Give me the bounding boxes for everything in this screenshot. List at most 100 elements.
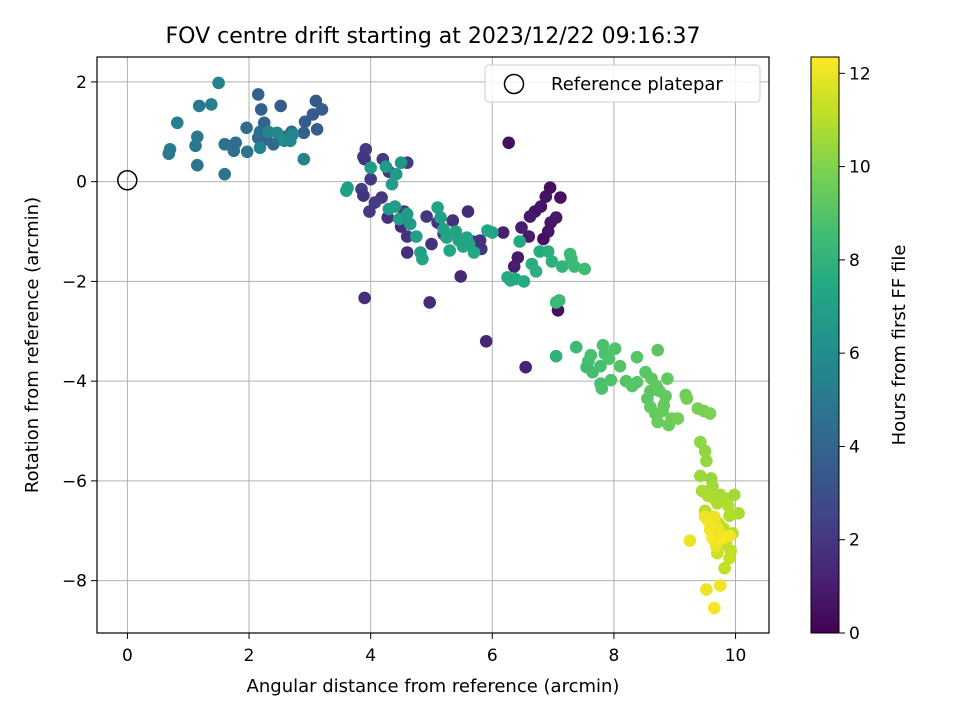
data-point — [341, 181, 354, 194]
data-point — [254, 103, 268, 116]
data-point — [718, 561, 731, 575]
data-point — [368, 196, 382, 209]
data-point — [613, 359, 627, 373]
data-point — [496, 226, 510, 239]
reference-platepar-marker — [117, 170, 138, 191]
data-point — [425, 237, 438, 251]
colorbar-tick-label: 4 — [849, 437, 860, 457]
colorbar: 0 2 4 6 8 10 12 Hours from first FF file — [810, 56, 910, 644]
data-point — [602, 352, 616, 366]
y-tick-label: 2 — [76, 73, 87, 93]
data-point — [461, 205, 475, 218]
x-axis-ticks: 0 2 4 6 8 10 — [122, 633, 746, 666]
data-point — [363, 205, 376, 218]
data-point — [578, 262, 591, 276]
data-point — [539, 190, 553, 203]
data-point — [423, 296, 437, 309]
colorbar-tick-label: 0 — [849, 624, 860, 644]
data-point — [443, 244, 457, 257]
data-point — [218, 167, 231, 181]
data-point — [358, 291, 371, 305]
colorbar-tick-label: 2 — [849, 531, 860, 551]
data-point — [694, 469, 707, 483]
data-point — [595, 382, 609, 395]
data-point — [703, 407, 717, 420]
y-tick-label: −6 — [62, 472, 87, 492]
data-point — [728, 488, 741, 502]
legend-box — [484, 64, 761, 103]
data-point — [513, 235, 526, 248]
data-point — [555, 260, 569, 273]
data-point — [541, 245, 555, 258]
x-axis-label: Angular distance from reference (arcmin) — [247, 676, 620, 697]
data-point — [191, 158, 204, 172]
y-tick-label: −2 — [62, 272, 87, 292]
legend: Reference platepar — [484, 64, 761, 103]
data-point — [162, 147, 176, 160]
y-tick-label: 0 — [76, 173, 87, 193]
colorbar-tick-label: 6 — [849, 344, 860, 364]
data-point — [297, 152, 311, 166]
data-point — [270, 126, 284, 140]
legend-marker — [503, 73, 525, 95]
data-point — [189, 139, 202, 153]
y-axis-ticks: 2 0 −2 −4 −6 −8 — [62, 73, 97, 592]
data-point — [515, 221, 528, 234]
x-tick-label: 4 — [365, 646, 376, 666]
data-point — [650, 379, 663, 393]
colorbar-gradient — [810, 56, 840, 634]
data-point — [661, 372, 674, 386]
colorbar-tick-label: 10 — [849, 158, 871, 178]
y-tick-label: −4 — [62, 372, 87, 392]
data-point — [708, 510, 721, 524]
data-point — [400, 207, 414, 221]
data-point — [630, 375, 644, 389]
data-point — [467, 246, 481, 259]
data-point — [712, 525, 725, 539]
data-point — [708, 601, 721, 615]
data-point — [545, 255, 559, 268]
data-point — [723, 551, 736, 565]
legend-entry-label: Reference platepar — [551, 74, 723, 95]
data-point — [502, 136, 515, 150]
data-point — [410, 230, 423, 243]
data-point — [434, 211, 447, 224]
data-point — [706, 479, 719, 493]
data-point — [364, 172, 378, 186]
data-point — [671, 412, 685, 425]
data-point — [683, 534, 697, 547]
x-tick-label: 6 — [487, 646, 498, 666]
data-point — [700, 454, 713, 468]
data-point — [651, 415, 664, 429]
data-point — [723, 509, 736, 523]
data-point — [192, 99, 206, 113]
data-point — [379, 160, 393, 173]
data-point — [229, 136, 242, 150]
data-point — [212, 76, 225, 90]
y-tick-label: −8 — [62, 572, 87, 592]
colorbar-tick-label: 12 — [849, 64, 871, 84]
data-point — [385, 177, 399, 191]
data-point — [549, 349, 563, 363]
data-point — [420, 210, 433, 223]
data-point — [517, 275, 531, 288]
x-tick-label: 0 — [122, 646, 133, 666]
data-point — [253, 141, 267, 155]
data-point — [364, 161, 378, 174]
data-point — [440, 231, 454, 244]
plot-frame — [96, 56, 770, 634]
y-axis-label: Rotation from reference (arcmin) — [22, 197, 43, 493]
data-point — [651, 343, 664, 357]
data-point — [403, 217, 417, 231]
data-point — [359, 143, 373, 156]
data-point — [657, 398, 671, 412]
data-point — [446, 214, 460, 227]
data-point — [594, 359, 607, 373]
data-point — [205, 98, 218, 111]
data-point — [714, 579, 727, 592]
data-point — [431, 201, 444, 214]
data-point — [608, 342, 622, 356]
x-tick-label: 2 — [244, 646, 255, 666]
x-tick-label: 8 — [609, 646, 620, 666]
